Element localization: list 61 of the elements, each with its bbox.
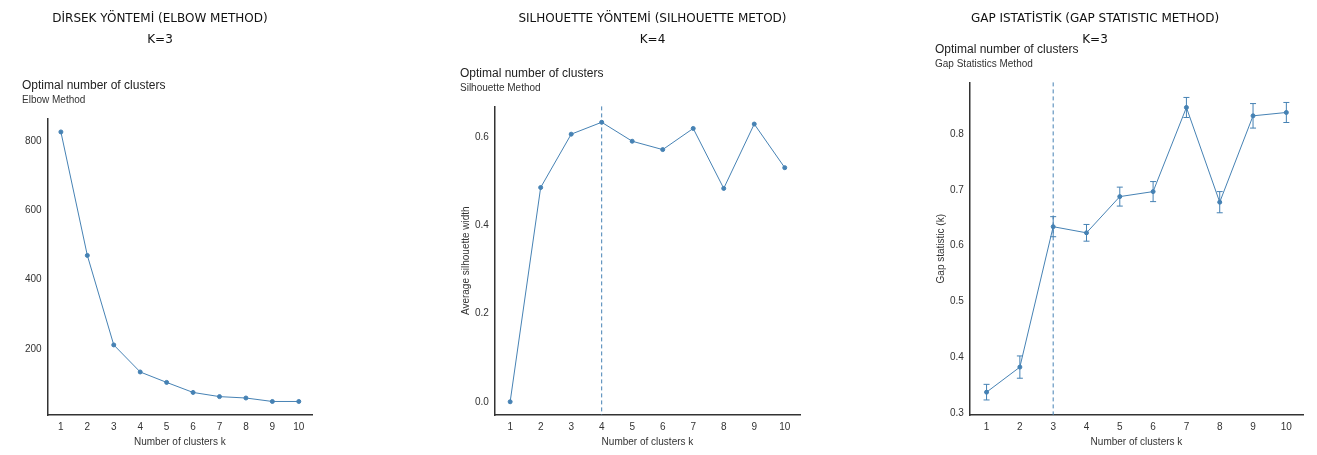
text: K=3 xyxy=(146,31,174,48)
x-tick-label: 1 xyxy=(983,420,990,432)
x-tick-label: 7 xyxy=(690,420,697,432)
y-tick-label: 0.6 xyxy=(475,131,490,143)
x-tick-label: 2 xyxy=(537,420,544,432)
chart-title: Optimal number of clusters xyxy=(22,77,166,92)
x-tick-label: 9 xyxy=(1250,420,1257,432)
x-tick-label: 10 xyxy=(1280,420,1293,432)
x-tick-label: 8 xyxy=(1216,420,1223,432)
text: K=4 xyxy=(638,31,667,48)
y-tick-label: 0.4 xyxy=(950,350,965,362)
x-tick-label: 5 xyxy=(163,420,170,432)
y-tick-label: 0.2 xyxy=(475,307,490,319)
x-tick-label: 6 xyxy=(190,420,197,432)
y-tick-label: 0.5 xyxy=(950,295,965,307)
y-tick-label: 0.3 xyxy=(950,406,965,418)
chart-subtitle: Gap Statistics Method xyxy=(935,58,1033,70)
x-tick-label: 9 xyxy=(269,420,276,432)
x-tick-label: 4 xyxy=(1083,420,1090,432)
y-tick-label: 200 xyxy=(25,342,43,354)
x-tick-label: 4 xyxy=(137,420,144,432)
x-tick-label: 8 xyxy=(720,420,727,432)
chart-subtitle: Silhouette Method xyxy=(460,82,541,94)
x-tick-label: 9 xyxy=(751,420,758,432)
y-tick-label: 600 xyxy=(25,204,43,216)
y-tick-label: 0.8 xyxy=(950,127,965,139)
y-axis-title: Average silhouette width xyxy=(459,206,471,316)
x-tick-label: 2 xyxy=(84,420,91,432)
x-axis-title: Number of clusters k xyxy=(601,435,695,447)
text: GAP ISTATİSTİK (GAP STATISTIC METHOD) xyxy=(969,10,1221,27)
chart-title: Optimal number of clusters xyxy=(460,65,604,80)
y-tick-label: 800 xyxy=(25,134,43,146)
x-tick-label: 5 xyxy=(1117,420,1124,432)
x-tick-label: 1 xyxy=(507,420,514,432)
text: DİRSEK YÖNTEMİ (ELBOW METHOD) xyxy=(51,9,269,27)
x-tick-label: 3 xyxy=(568,420,575,432)
x-tick-label: 10 xyxy=(779,420,791,432)
y-tick-label: 0.6 xyxy=(950,239,965,251)
x-tick-label: 10 xyxy=(293,420,305,432)
y-tick-label: 0.4 xyxy=(475,219,490,231)
x-tick-label: 7 xyxy=(216,420,223,432)
x-tick-label: 6 xyxy=(659,420,666,432)
text: K=3 xyxy=(1082,32,1108,46)
chart-title: Optimal number of clusters xyxy=(935,41,1079,56)
x-tick-label: 4 xyxy=(598,420,605,432)
chart-subtitle: Elbow Method xyxy=(22,94,86,106)
x-tick-label: 1 xyxy=(58,420,65,432)
x-tick-label: 6 xyxy=(1150,420,1157,432)
x-tick-label: 2 xyxy=(1017,420,1024,432)
x-tick-label: 5 xyxy=(629,420,636,432)
y-axis-title: Gap statistic (k) xyxy=(934,213,946,284)
x-axis-title: Number of clusters k xyxy=(1090,435,1184,447)
y-tick-label: 400 xyxy=(25,273,43,285)
x-tick-label: 7 xyxy=(1183,420,1190,432)
y-tick-label: 0.7 xyxy=(950,183,965,195)
y-tick-label: 0.0 xyxy=(475,395,490,407)
x-tick-label: 3 xyxy=(1050,420,1057,432)
x-tick-label: 8 xyxy=(243,420,250,432)
x-axis-title: Number of clusters k xyxy=(133,435,227,447)
x-tick-label: 3 xyxy=(110,420,117,432)
text: SILHOUETTE YÖNTEMİ (SILHOUETTE METOD) xyxy=(517,9,788,27)
